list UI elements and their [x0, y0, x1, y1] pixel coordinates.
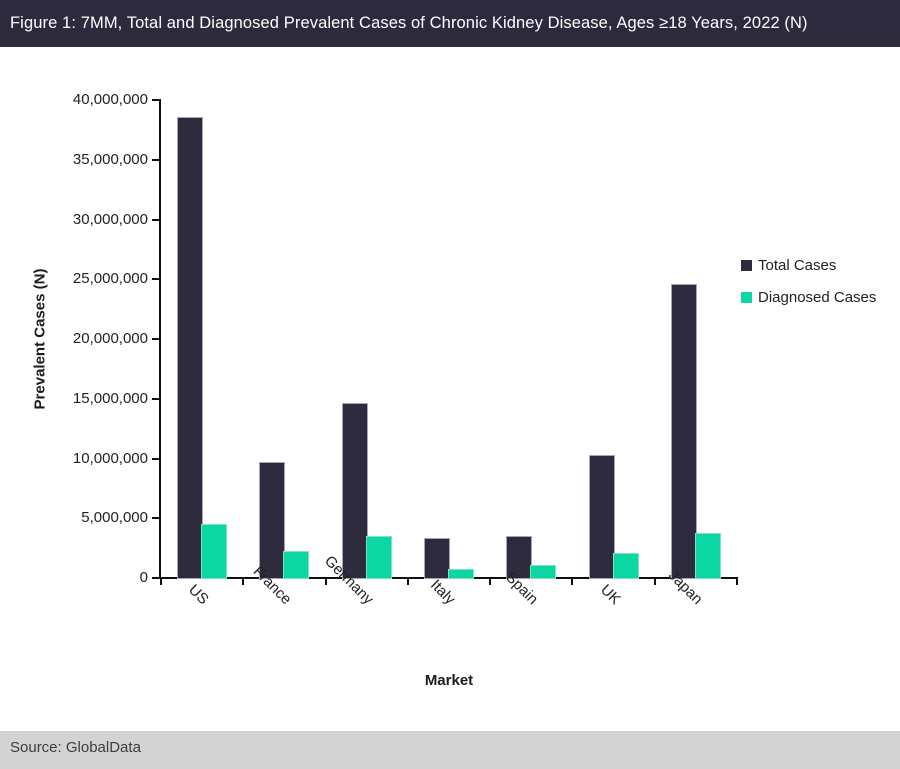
- y-tick-mark: [152, 397, 160, 400]
- y-tick-mark: [152, 517, 160, 520]
- y-tick-label: 40,000,000: [72, 91, 148, 108]
- bar-diagnosed-cases-france: [284, 551, 309, 578]
- bar-total-cases-france: [260, 463, 285, 578]
- y-tick-label: 20,000,000: [72, 330, 148, 347]
- bar-total-cases-uk: [589, 456, 614, 578]
- plot-area: [161, 100, 737, 578]
- y-tick-mark: [152, 278, 160, 281]
- y-tick-label: 35,000,000: [72, 150, 148, 168]
- x-axis-title: Market: [424, 672, 474, 689]
- figure-title: Figure 1: 7MM, Total and Diagnosed Preva…: [10, 14, 808, 32]
- x-tick-mark: [571, 579, 574, 585]
- x-tick-mark: [736, 579, 738, 585]
- bar-total-cases-italy: [424, 538, 449, 578]
- legend-swatch-icon: [741, 260, 752, 271]
- y-tick-label: 0: [139, 569, 148, 586]
- legend-item-total-cases: Total Cases: [741, 257, 876, 274]
- category-us: [161, 100, 243, 578]
- bar-diagnosed-cases-japan: [695, 533, 720, 578]
- category-germany: [326, 100, 408, 578]
- bar-diagnosed-cases-italy: [448, 569, 473, 578]
- y-tick-label: 5,000,000: [81, 509, 148, 527]
- y-tick-mark: [152, 457, 160, 460]
- legend: Total Cases Diagnosed Cases: [741, 257, 876, 306]
- legend-label: Total Cases: [758, 257, 837, 274]
- y-tick-mark: [152, 218, 160, 221]
- y-tick-mark: [152, 158, 160, 161]
- bar-diagnosed-cases-spain: [531, 566, 556, 578]
- y-tick-mark: [152, 577, 160, 579]
- legend-swatch-icon: [741, 292, 752, 303]
- x-axis-line: [159, 577, 738, 579]
- bar-diagnosed-cases-uk: [613, 554, 638, 578]
- y-tick-label: 25,000,000: [72, 270, 148, 288]
- bar-total-cases-spain: [507, 537, 532, 578]
- y-tick-mark: [152, 338, 160, 340]
- y-tick-label: 15,000,000: [72, 389, 148, 407]
- x-category-label-italy: Italy: [427, 576, 459, 609]
- bar-total-cases-us: [178, 117, 203, 578]
- legend-item-diagnosed-cases: Diagnosed Cases: [741, 289, 876, 306]
- category-spain: [490, 100, 572, 578]
- y-tick-mark: [152, 99, 160, 101]
- source-text: Source: GlobalData: [10, 739, 141, 756]
- y-tick-label: 30,000,000: [72, 210, 148, 228]
- bar-total-cases-japan: [671, 285, 696, 578]
- y-axis-line: [159, 99, 161, 579]
- category-france: [243, 100, 325, 578]
- x-category-label-us: US: [185, 581, 213, 609]
- category-italy: [408, 100, 490, 578]
- x-tick-mark: [160, 579, 162, 585]
- legend-label: Diagnosed Cases: [758, 289, 877, 306]
- y-tick-label: 10,000,000: [72, 449, 148, 467]
- x-tick-mark: [242, 579, 245, 585]
- bar-total-cases-germany: [342, 403, 367, 578]
- x-tick-mark: [489, 579, 492, 585]
- x-tick-mark: [653, 579, 656, 585]
- category-uk: [572, 100, 654, 578]
- x-tick-mark: [406, 579, 409, 585]
- x-tick-mark: [324, 579, 327, 585]
- source-bar: Source: GlobalData: [0, 731, 900, 769]
- bar-diagnosed-cases-us: [202, 525, 227, 578]
- category-japan: [655, 100, 737, 578]
- figure-title-bar: Figure 1: 7MM, Total and Diagnosed Preva…: [0, 0, 900, 47]
- x-category-label-uk: UK: [596, 581, 624, 609]
- bar-diagnosed-cases-germany: [366, 537, 391, 578]
